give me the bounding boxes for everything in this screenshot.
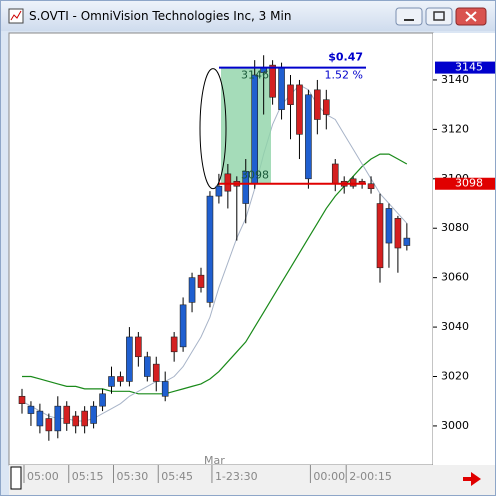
x-tick-label: 05:15 (72, 470, 104, 483)
candle-body (135, 336, 142, 358)
candle-body (278, 67, 285, 110)
candle-body (18, 395, 26, 404)
annotation-ellipse (199, 68, 227, 190)
candle-body (367, 183, 375, 189)
price-flag (435, 177, 495, 190)
y-tick-label: 3120 (441, 122, 469, 135)
y-tick-label: 3020 (441, 370, 469, 383)
x-tick-label: 05:45 (161, 470, 193, 483)
x-tick-label: 05:30 (117, 470, 149, 483)
candle-body (179, 304, 187, 348)
candle-body (305, 94, 312, 180)
candle-body (81, 410, 88, 427)
candle-body (72, 415, 79, 427)
scroll-thumb[interactable] (10, 466, 22, 490)
candle-body (161, 381, 169, 397)
candle-body (152, 363, 160, 382)
price-flag-label: 3145 (455, 61, 483, 74)
moving-average (22, 153, 408, 395)
candle-body (242, 171, 250, 204)
candle-body (54, 405, 62, 432)
candle-body (45, 418, 53, 432)
candle-body (269, 64, 276, 98)
y-tick-label: 3000 (441, 419, 469, 432)
candle-body (90, 405, 97, 424)
candle-body (251, 74, 258, 185)
month-label: Mar (204, 454, 225, 467)
change-label: $0.47 (328, 51, 363, 64)
candle-body (376, 203, 384, 269)
price-axis (433, 33, 495, 465)
price-flag-label: 3098 (455, 177, 483, 190)
candle-body (206, 195, 214, 303)
range-top-label: 3146 (241, 69, 269, 82)
app-icon (8, 8, 24, 24)
candle-body (36, 410, 44, 427)
candle-body (126, 336, 133, 382)
x-tick-label: 1-23:30 (215, 470, 258, 483)
chart: 3000302030403060308031003120314005:0005:… (8, 32, 495, 495)
scroll-right-arrow[interactable] (463, 472, 481, 486)
candle-body (314, 89, 321, 120)
price-flag (435, 61, 495, 74)
percent-label: 1.52 % (325, 69, 363, 82)
candle-body (117, 376, 124, 382)
candle-body (27, 405, 35, 414)
candle-body (215, 185, 223, 197)
minimize-button[interactable] (395, 7, 423, 26)
x-tick-label: 00:00 (313, 470, 345, 483)
candle-body (170, 336, 178, 353)
title-bar: S.OVTI - OmniVision Technologies Inc, 3 … (1, 1, 495, 31)
candle-body (403, 237, 411, 246)
candle-body (144, 356, 151, 377)
candle-body (331, 163, 339, 185)
candle-body (394, 218, 402, 249)
y-tick-label: 3060 (441, 271, 469, 284)
candle-body (322, 99, 330, 115)
x-tick-label: 05:00 (27, 470, 59, 483)
candle-body (287, 84, 294, 105)
x-tick-label: 2-00:15 (349, 470, 392, 483)
candle-body (224, 173, 232, 192)
y-tick-label: 3080 (441, 221, 469, 234)
scrollbar[interactable] (9, 465, 495, 495)
candle-body (63, 405, 71, 424)
y-tick-label: 3040 (441, 320, 469, 333)
range-bottom-label: 3098 (241, 169, 269, 182)
candle-body (99, 393, 106, 407)
candle-body (385, 208, 393, 244)
candle-body (349, 178, 357, 187)
candle-body (296, 84, 303, 135)
candle-body (188, 277, 196, 303)
candle-body (108, 376, 115, 387)
window-title: S.OVTI - OmniVision Technologies Inc, 3 … (29, 9, 292, 23)
maximize-button[interactable] (425, 7, 453, 26)
window-buttons (395, 7, 487, 26)
y-tick-label: 3140 (441, 73, 469, 86)
candle-body (197, 274, 205, 288)
